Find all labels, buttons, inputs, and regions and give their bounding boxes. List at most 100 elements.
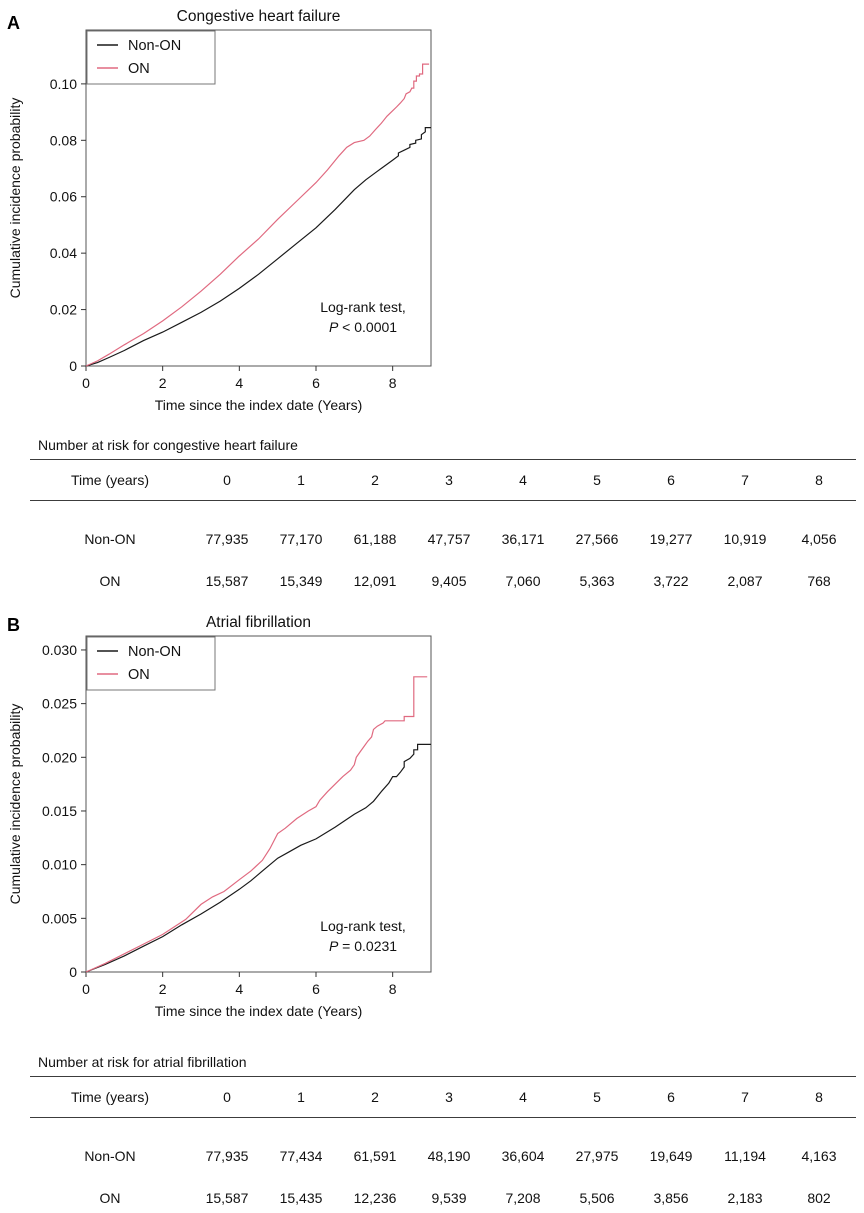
risk-count: 15,435 (279, 1190, 323, 1206)
y-tick-label: 0 (69, 358, 77, 374)
risk-count: 77,170 (279, 531, 323, 547)
y-tick-label: 0.020 (42, 749, 77, 765)
x-tick-label: 8 (389, 981, 397, 997)
risk-table-title: Number at risk for congestive heart fail… (38, 437, 298, 453)
risk-count: 5,506 (579, 1190, 615, 1206)
risk-count: 6 (634, 1076, 708, 1118)
panel-label-b: B (7, 615, 20, 635)
risk-count: 77,434 (279, 1148, 323, 1164)
risk-count: 5 (560, 459, 634, 501)
risk-count: 12,236 (353, 1190, 397, 1206)
risk-count: 5 (560, 1076, 634, 1118)
risk-count: 3 (412, 459, 486, 501)
legend-label-on: ON (128, 667, 150, 683)
risk-table-title: Number at risk for atrial fibrillation (38, 1054, 247, 1070)
row-label: ON (99, 573, 121, 589)
risk-count: 10,919 (723, 531, 767, 547)
row-label: Time (years) (30, 1076, 190, 1118)
risk-count: 27,975 (575, 1148, 619, 1164)
risk-count: 7,060 (505, 573, 541, 589)
risk-count: 61,591 (353, 1148, 397, 1164)
y-axis-label: Cumulative incidence probability (7, 98, 23, 299)
risk-count: 7 (708, 1076, 782, 1118)
risk-table: Time (years) 0 1 2 3 4 5 6 7 8 Non-ON 77,935 77,434 6… (30, 1076, 856, 1213)
risk-count: 6 (634, 459, 708, 501)
risk-count: 5,363 (579, 573, 615, 589)
risk-count: 768 (807, 573, 831, 589)
risk-count: 15,587 (205, 573, 249, 589)
risk-count: 3,856 (653, 1190, 689, 1206)
risk-count: 61,188 (353, 531, 397, 547)
y-tick-label: 0.025 (42, 696, 77, 712)
risk-header-row: Time (years) 0 1 2 3 4 5 6 7 8 (30, 1076, 856, 1118)
risk-count: 1 (264, 1076, 338, 1118)
risk-count: 15,587 (205, 1190, 249, 1206)
y-tick-label: 0.015 (42, 803, 77, 819)
panel-label-a: A (7, 13, 20, 33)
chart-title: Congestive heart failure (177, 8, 341, 25)
logrank-text: Log-rank test, (320, 299, 406, 315)
x-tick-label: 0 (82, 981, 90, 997)
x-tick-label: 6 (312, 375, 320, 391)
y-tick-label: 0 (69, 964, 77, 980)
y-tick-label: 0.02 (50, 302, 77, 318)
plot-border (85, 635, 432, 973)
row-label: Non-ON (84, 531, 136, 547)
curve-non-on (85, 743, 431, 973)
y-tick-label: 0.06 (50, 189, 77, 205)
risk-row-non-on: Non-ON 77,935 77,434 61,591 48,190 36,604 27,9… (30, 1118, 856, 1173)
y-axis-label: Cumulative incidence probability (7, 704, 23, 905)
risk-count: 9,539 (431, 1190, 467, 1206)
risk-count: 0 (190, 459, 264, 501)
logrank-text: Log-rank test, (320, 918, 406, 934)
row-label: ON (99, 1190, 121, 1206)
legend-box (86, 30, 216, 85)
row-label: Non-ON (84, 1148, 136, 1164)
x-tick-label: 6 (312, 981, 320, 997)
risk-count: 77,935 (205, 1148, 249, 1164)
legend-box (86, 636, 216, 691)
risk-count: 15,349 (279, 573, 323, 589)
curve-on (85, 63, 430, 367)
x-axis-label: Time since the index date (Years) (155, 1003, 363, 1019)
legend-label-non-on: Non-ON (128, 644, 181, 660)
risk-count: 2,087 (727, 573, 763, 589)
x-tick-label: 0 (82, 375, 90, 391)
plot-border (85, 29, 432, 367)
risk-count: 802 (807, 1190, 831, 1206)
risk-count: 2,183 (727, 1190, 763, 1206)
y-tick-label: 0.030 (42, 642, 77, 658)
risk-count: 2 (338, 1076, 412, 1118)
risk-header-row: Time (years) 0 1 2 3 4 5 6 7 8 (30, 459, 856, 501)
risk-count: 4 (486, 459, 560, 501)
risk-count: 4,163 (801, 1148, 837, 1164)
risk-count: 8 (782, 1076, 856, 1118)
risk-count: 1 (264, 459, 338, 501)
risk-count: 19,649 (649, 1148, 693, 1164)
risk-count: 19,277 (649, 531, 693, 547)
y-tick-label: 0.010 (42, 857, 77, 873)
x-axis-label: Time since the index date (Years) (155, 397, 363, 413)
risk-count: 7 (708, 459, 782, 501)
y-tick-label: 0.04 (50, 245, 77, 261)
x-tick-label: 4 (235, 981, 243, 997)
curve-non-on (85, 127, 431, 367)
legend-label-on: ON (128, 61, 150, 77)
x-tick-label: 8 (389, 375, 397, 391)
risk-row-non-on: Non-ON 77,935 77,170 61,188 47,757 36,171 27,5… (30, 501, 856, 556)
y-tick-label: 0.08 (50, 132, 77, 148)
risk-count: 47,757 (427, 531, 471, 547)
risk-count: 27,566 (575, 531, 619, 547)
km-chart-congestive-heart-failure: Congestive heart failure 0 0.02 0.04 0.06 0.0… (7, 8, 432, 413)
risk-count: 4 (486, 1076, 560, 1118)
risk-row-on: ON 15,587 15,435 12,236 9,539 7,208 5,506 3,856… (30, 1172, 856, 1213)
risk-section-a: Number at risk for congestive heart fail… (30, 437, 856, 597)
risk-count: 9,405 (431, 573, 467, 589)
risk-count: 4,056 (801, 531, 837, 547)
risk-count: 11,194 (724, 1148, 766, 1164)
km-chart-atrial-fibrillation: Atrial fibrillation 0 0.005 0.010 0.015 0.020… (7, 614, 432, 1019)
chart-title: Atrial fibrillation (206, 614, 311, 631)
risk-count: 3 (412, 1076, 486, 1118)
risk-count: 36,171 (501, 531, 545, 547)
